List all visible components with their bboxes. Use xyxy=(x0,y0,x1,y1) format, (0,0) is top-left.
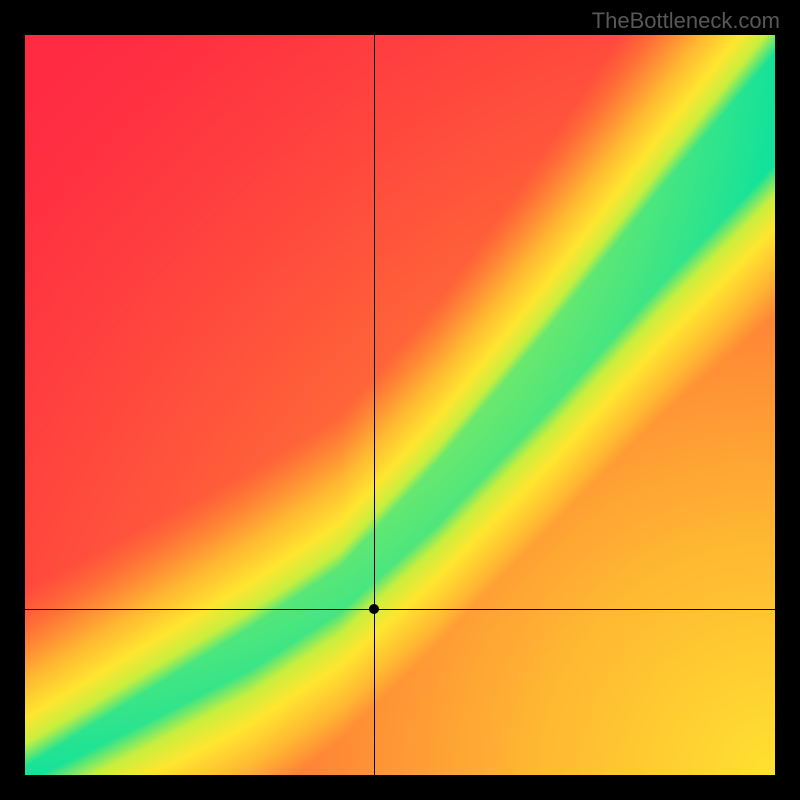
crosshair-horizontal xyxy=(25,609,775,610)
heatmap-canvas xyxy=(25,35,775,775)
watermark-text: TheBottleneck.com xyxy=(592,8,780,34)
heatmap-plot xyxy=(25,35,775,775)
selected-point-marker xyxy=(369,604,379,614)
crosshair-vertical xyxy=(374,35,375,775)
